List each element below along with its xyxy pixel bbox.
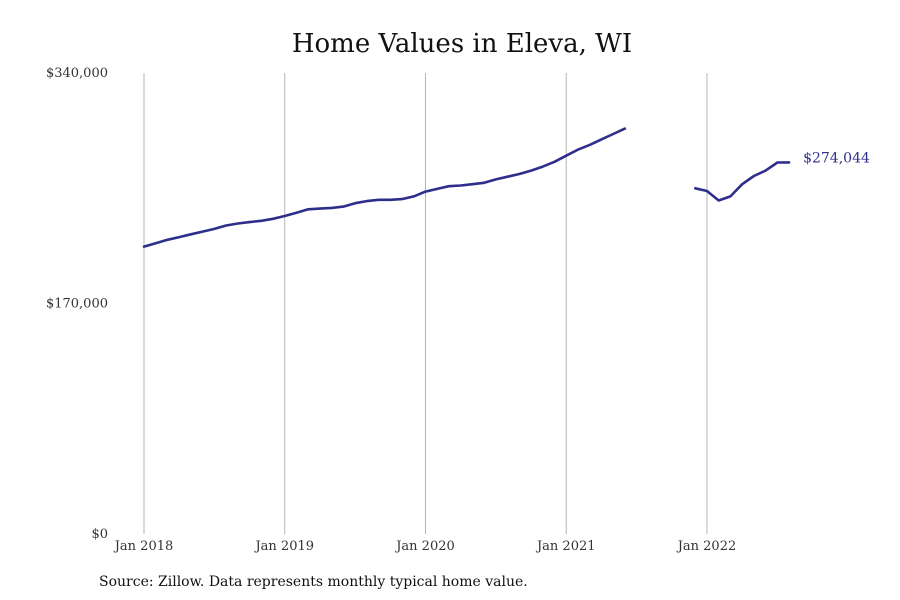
series-line-segment-1 [693,161,791,202]
x-tick-label: Jan 2022 [676,539,737,554]
y-tick-label: $340,000 [46,66,108,81]
chart-title: Home Values in Eleva, WI [292,29,632,59]
series-line-segment-0 [142,127,627,248]
x-tick-label: Jan 2018 [113,539,174,554]
gridlines [143,73,708,534]
x-axis-ticks: Jan 2018 Jan 2019 Jan 2020 Jan 2021 Jan 2022 [113,539,737,554]
last-value-label: $274,044 [803,150,870,166]
y-axis-ticks: $0 $170,000 $340,000 [46,66,108,542]
x-tick-label: Jan 2021 [535,539,596,554]
x-tick-label: Jan 2019 [253,539,314,554]
y-tick-label: $0 [91,527,108,542]
source-note: Source: Zillow. Data represents monthly … [99,574,528,590]
y-tick-label: $170,000 [46,297,108,312]
x-tick-label: Jan 2020 [394,539,455,554]
series-home-value [142,127,791,248]
